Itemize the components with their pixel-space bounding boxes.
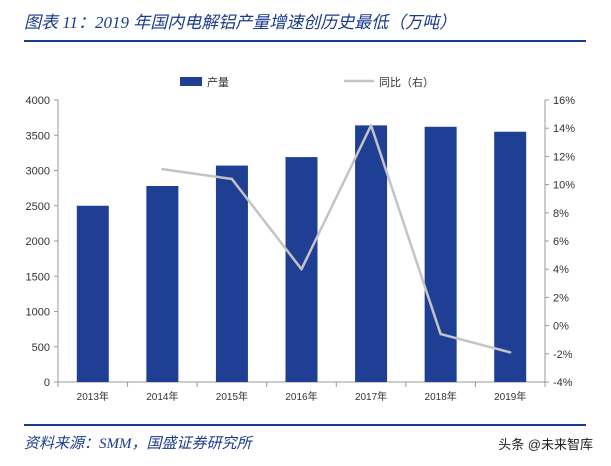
legend-line-label: 同比（右） xyxy=(379,75,434,89)
x-tick-label: 2015年 xyxy=(216,390,248,403)
bar xyxy=(494,131,527,382)
right-tick-label: 16% xyxy=(553,95,575,107)
bar xyxy=(76,205,109,382)
left-tick-label: 3500 xyxy=(26,130,50,142)
left-tick-label: 2500 xyxy=(26,201,50,213)
bar-series xyxy=(76,125,527,382)
left-tick-label: 2000 xyxy=(26,236,50,248)
bar xyxy=(146,186,179,382)
x-tick-label: 2014年 xyxy=(146,390,178,403)
footer-divider xyxy=(24,424,586,426)
x-tick-label: 2018年 xyxy=(425,390,457,403)
right-tick-label: 12% xyxy=(553,151,575,163)
legend-bar-swatch xyxy=(180,77,202,86)
line-point xyxy=(439,332,442,336)
right-tick-label: 10% xyxy=(553,180,575,192)
right-tick-label: -2% xyxy=(553,349,573,361)
legend-bar-label: 产量 xyxy=(207,75,229,89)
x-tick-label: 2017年 xyxy=(355,390,387,403)
title-divider xyxy=(24,40,586,42)
x-tick-label: 2019年 xyxy=(494,390,526,403)
bar xyxy=(215,165,248,382)
combo-chart: 产量 同比（右） 0 500 1000 1500 2000 2500 3000 3500 400… xyxy=(26,75,576,403)
line-point xyxy=(369,124,373,127)
source-note: 资料来源：SMM，国盛证券研究所 xyxy=(24,436,252,452)
bar xyxy=(424,126,457,382)
line-series xyxy=(161,124,512,354)
left-tick-label: 0 xyxy=(44,377,50,389)
watermark: 头条 @未来智库 xyxy=(496,434,595,453)
line-point xyxy=(509,351,512,354)
bar xyxy=(355,125,388,382)
line-point xyxy=(161,167,164,171)
right-tick-label: 4% xyxy=(553,264,569,276)
right-tick-label: -4% xyxy=(553,377,573,389)
right-tick-label: 6% xyxy=(553,236,569,248)
chart-axes: 0 500 1000 1500 2000 2500 3000 3500 4000 -4% -2% 0%… xyxy=(26,95,576,403)
line-point xyxy=(300,268,303,271)
right-tick-label: 0% xyxy=(553,321,569,333)
left-tick-label: 3000 xyxy=(26,166,50,178)
legend: 产量 同比（右） xyxy=(180,75,434,89)
left-tick-label: 1500 xyxy=(26,271,50,283)
line-path xyxy=(162,124,511,354)
line-point xyxy=(230,177,234,181)
left-tick-label: 500 xyxy=(32,342,50,354)
right-tick-label: 2% xyxy=(553,292,569,304)
right-tick-label: 14% xyxy=(553,123,575,135)
x-tick-label: 2016年 xyxy=(285,390,317,403)
left-tick-label: 4000 xyxy=(26,95,50,107)
x-tick-label: 2013年 xyxy=(77,390,109,403)
left-tick-label: 1000 xyxy=(26,307,50,319)
right-tick-label: 8% xyxy=(553,208,569,220)
figure-title: 图表 11：2019 年国内电解铝产量增速创历史最低（万吨） xyxy=(24,13,457,32)
